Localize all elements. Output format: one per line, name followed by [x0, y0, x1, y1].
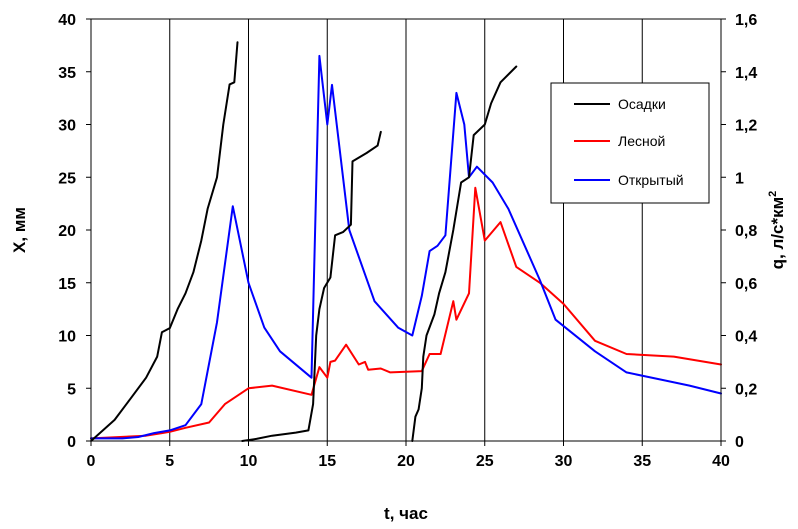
y-left-tick-label: 25 [58, 170, 76, 187]
y-left-tick-label: 15 [58, 276, 76, 293]
y-left-tick-label: 35 [58, 65, 76, 82]
legend-label-lesnoy: Лесной [618, 133, 665, 149]
y-right-tick-label: 1,6 [735, 12, 757, 29]
y-right-axis-title-superscript: 2 [767, 191, 779, 197]
y-left-tick-label: 10 [58, 329, 76, 346]
tick-marks [86, 18, 726, 446]
y-left-tick-label: 40 [58, 12, 76, 29]
x-tick-labels: 0 5 10 15 20 25 30 35 40 [87, 453, 730, 470]
series-line-osadki [90, 41, 239, 442]
x-axis-title: t, час [384, 504, 428, 523]
y-right-axis-title-main: q, л/с*км [768, 197, 787, 270]
series-line-osadki [241, 130, 382, 442]
x-tick-label: 25 [476, 453, 494, 470]
y-left-axis-title: X, мм [10, 207, 29, 253]
y-right-tick-label: 1 [735, 170, 744, 187]
y-right-tick-label: 0 [735, 434, 744, 451]
series-line-osadki [411, 65, 518, 442]
y-left-tick-label: 20 [58, 223, 76, 240]
legend: Осадки Лесной Открытый [550, 82, 710, 204]
y-right-tick-label: 0,2 [735, 381, 757, 398]
y-right-tick-labels: 0 0,2 0,4 0,6 0,8 1 1,2 1,4 1,6 [735, 12, 757, 451]
legend-label-otkrytyy: Открытый [618, 172, 684, 188]
x-tick-label: 10 [240, 453, 258, 470]
y-right-tick-label: 1,2 [735, 118, 757, 135]
x-tick-label: 15 [318, 453, 336, 470]
x-tick-label: 40 [712, 453, 730, 470]
y-right-axis-title: q, л/с*км2 [767, 191, 787, 270]
series-layer [90, 41, 722, 442]
y-right-tick-label: 1,4 [735, 65, 757, 82]
x-tick-label: 20 [397, 453, 415, 470]
y-left-tick-label: 0 [67, 434, 76, 451]
x-tick-label: 5 [165, 453, 174, 470]
series-line-otkrytyy [90, 54, 722, 440]
x-tick-label: 30 [555, 453, 573, 470]
y-left-tick-label: 5 [67, 381, 76, 398]
y-left-tick-labels: 0 5 10 15 20 25 30 35 40 [58, 12, 76, 451]
y-left-tick-label: 30 [58, 118, 76, 135]
y-right-tick-label: 0,6 [735, 276, 757, 293]
x-tick-label: 0 [87, 453, 96, 470]
y-right-tick-label: 0,8 [735, 223, 757, 240]
y-right-tick-label: 0,4 [735, 329, 757, 346]
series-line-lesnoy [90, 186, 722, 440]
legend-label-osadki: Осадки [618, 96, 666, 112]
x-tick-label: 35 [633, 453, 651, 470]
